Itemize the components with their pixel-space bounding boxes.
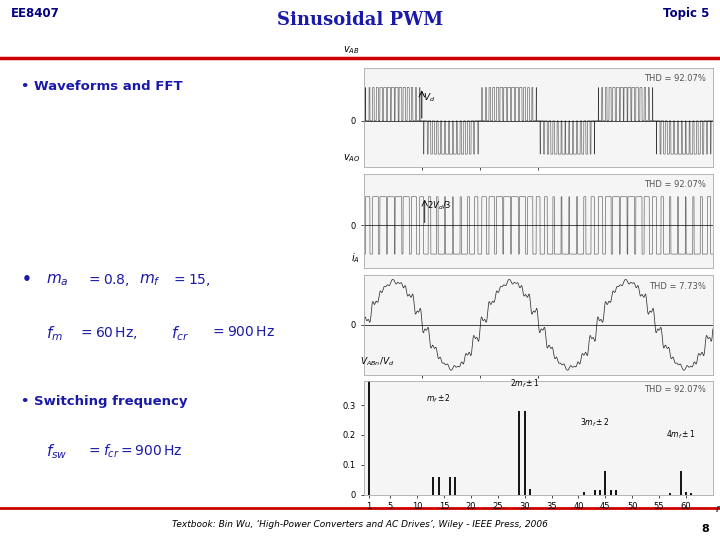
Text: $= 60\,\mathrm{Hz},$: $= 60\,\mathrm{Hz},$	[78, 325, 138, 341]
Text: THD = 92.07%: THD = 92.07%	[644, 75, 706, 84]
Text: Textbook: Bin Wu, ‘High-Power Converters and AC Drives’, Wiley - IEEE Press, 200: Textbook: Bin Wu, ‘High-Power Converters…	[172, 520, 548, 529]
Text: EE8407: EE8407	[11, 8, 60, 21]
Text: $V_{AB1}=0.49V_d$: $V_{AB1}=0.49V_d$	[0, 539, 1, 540]
Text: THD = 92.07%: THD = 92.07%	[644, 180, 706, 190]
Text: $2V_d/3$: $2V_d/3$	[426, 199, 451, 212]
Text: •: •	[22, 272, 32, 287]
Text: $2m_f\pm 1$: $2m_f\pm 1$	[510, 377, 540, 390]
Text: $V_{ABn}/V_d$: $V_{ABn}/V_d$	[360, 355, 395, 368]
Text: $= 15,$: $= 15,$	[171, 272, 211, 288]
Text: $f_m$: $f_m$	[46, 325, 63, 343]
Text: $V_d$: $V_d$	[423, 91, 435, 104]
Text: $n$: $n$	[714, 504, 720, 514]
Text: Topic 5: Topic 5	[663, 8, 709, 21]
Text: $v_{AO}$: $v_{AO}$	[343, 153, 360, 165]
Text: $= 900\,\mathrm{Hz}$: $= 900\,\mathrm{Hz}$	[210, 325, 275, 339]
Text: 8: 8	[701, 524, 709, 534]
Text: $4m_f\pm 1$: $4m_f\pm 1$	[666, 428, 696, 441]
Text: $m_a$: $m_a$	[46, 272, 69, 288]
Text: • Waveforms and FFT: • Waveforms and FFT	[22, 79, 183, 92]
Text: Sinusoidal PWM: Sinusoidal PWM	[277, 11, 443, 29]
Text: $3m_f\pm 2$: $3m_f\pm 2$	[580, 416, 610, 429]
Text: • Switching frequency: • Switching frequency	[22, 395, 188, 408]
Text: $i_A$: $i_A$	[351, 251, 360, 265]
Text: THD = 7.73%: THD = 7.73%	[649, 282, 706, 291]
Text: $m_f\pm 2$: $m_f\pm 2$	[426, 393, 451, 405]
Text: $m_f$: $m_f$	[139, 272, 161, 288]
Text: $f_{sw}$: $f_{sw}$	[46, 443, 68, 461]
Text: $f_{cr}$: $f_{cr}$	[171, 325, 189, 343]
Text: $v_{AB}$: $v_{AB}$	[343, 44, 360, 56]
Text: THD = 92.07%: THD = 92.07%	[644, 384, 706, 394]
Text: $= f_{cr} = 900\,\mathrm{Hz}$: $= f_{cr} = 900\,\mathrm{Hz}$	[86, 443, 182, 460]
Text: $= 0.8,$: $= 0.8,$	[86, 272, 130, 288]
